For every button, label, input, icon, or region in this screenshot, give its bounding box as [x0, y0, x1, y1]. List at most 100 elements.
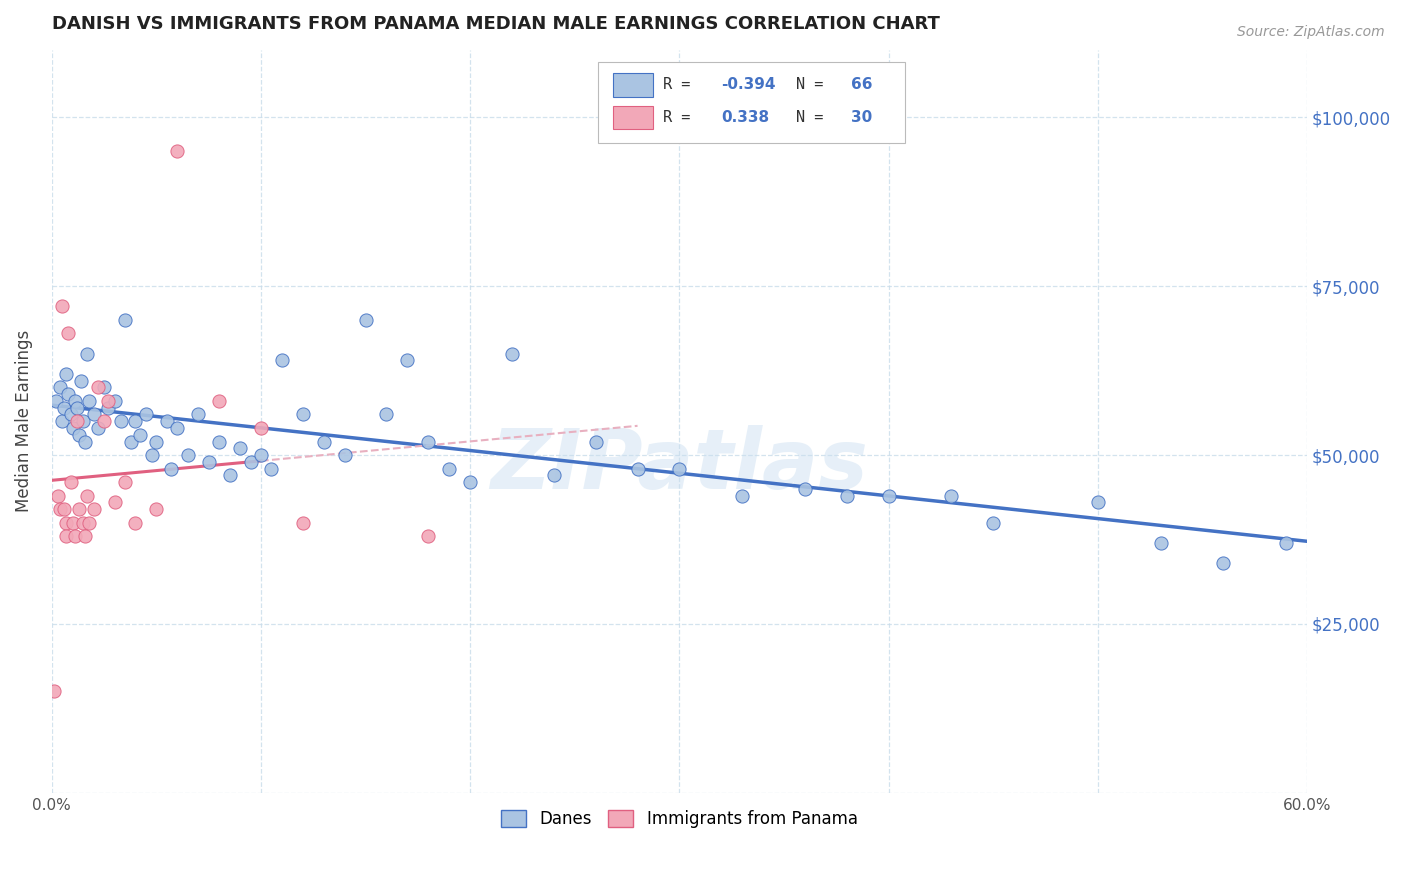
Point [72, 516, 94, 530]
Point [239, 455, 262, 469]
Point [197, 455, 219, 469]
Point [458, 475, 481, 489]
Point [55, 516, 77, 530]
Point [124, 414, 146, 428]
Point [58, 326, 80, 341]
Point [981, 516, 1004, 530]
Point [177, 448, 200, 462]
Point [260, 461, 283, 475]
Point [63, 394, 86, 409]
Point [835, 489, 858, 503]
Point [166, 144, 188, 158]
Point [62, 516, 84, 530]
Point [145, 434, 167, 449]
Bar [613, 105, 652, 129]
Point [160, 461, 183, 475]
Point [1275, 536, 1298, 550]
Point [46, 489, 69, 503]
Point [42, 684, 65, 698]
Point [59, 408, 82, 422]
Point [731, 489, 754, 503]
Point [103, 394, 125, 409]
Point [83, 408, 105, 422]
Point [626, 461, 648, 475]
Text: DANISH VS IMMIGRANTS FROM PANAMA MEDIAN MALE EARNINGS CORRELATION CHART: DANISH VS IMMIGRANTS FROM PANAMA MEDIAN … [52, 15, 939, 33]
Point [187, 408, 209, 422]
Point [439, 461, 461, 475]
Text: 66: 66 [852, 77, 873, 92]
Point [501, 347, 523, 361]
Point [55, 529, 77, 543]
Point [66, 414, 89, 428]
Point [97, 401, 120, 415]
Text: R =: R = [664, 110, 700, 125]
Point [128, 427, 150, 442]
Point [62, 421, 84, 435]
Text: N =: N = [796, 77, 832, 92]
Point [418, 434, 440, 449]
Point [1087, 495, 1109, 509]
Point [250, 448, 273, 462]
Point [87, 421, 110, 435]
Point [97, 394, 120, 409]
Point [76, 489, 98, 503]
Point [120, 434, 142, 449]
Point [229, 442, 252, 456]
Bar [613, 73, 652, 96]
Point [114, 313, 136, 327]
Point [67, 427, 90, 442]
Point [333, 448, 356, 462]
Point [543, 468, 565, 483]
Text: -0.394: -0.394 [721, 77, 775, 92]
Point [93, 380, 115, 394]
Point [941, 489, 963, 503]
Point [70, 374, 93, 388]
Point [354, 313, 377, 327]
Point [49, 502, 72, 516]
Text: 30: 30 [852, 110, 873, 125]
Point [166, 421, 188, 435]
Point [59, 475, 82, 489]
Text: R =: R = [664, 77, 700, 92]
Point [76, 347, 98, 361]
Point [67, 502, 90, 516]
Text: N =: N = [796, 110, 832, 125]
Point [1212, 556, 1234, 570]
Point [668, 461, 690, 475]
Point [51, 414, 73, 428]
Point [87, 380, 110, 394]
Point [418, 529, 440, 543]
Point [208, 434, 231, 449]
Point [72, 414, 94, 428]
Point [63, 529, 86, 543]
Point [103, 495, 125, 509]
Point [585, 434, 607, 449]
Text: 0.338: 0.338 [721, 110, 769, 125]
Point [55, 367, 77, 381]
Point [218, 468, 240, 483]
Point [93, 414, 115, 428]
Point [141, 448, 163, 462]
Point [156, 414, 179, 428]
Point [270, 353, 292, 368]
Point [208, 394, 231, 409]
Text: ZIPatlas: ZIPatlas [491, 425, 869, 507]
Point [75, 434, 97, 449]
Point [124, 516, 146, 530]
Point [793, 482, 815, 496]
Point [45, 394, 67, 409]
Point [114, 475, 136, 489]
Y-axis label: Median Male Earnings: Median Male Earnings [15, 330, 32, 512]
Point [79, 394, 101, 409]
Point [51, 300, 73, 314]
Point [58, 387, 80, 401]
Point [75, 529, 97, 543]
Legend: Danes, Immigrants from Panama: Danes, Immigrants from Panama [492, 802, 866, 837]
Point [396, 353, 419, 368]
Point [79, 516, 101, 530]
Point [53, 401, 76, 415]
Point [375, 408, 398, 422]
Point [83, 502, 105, 516]
Point [291, 408, 314, 422]
Point [1149, 536, 1171, 550]
